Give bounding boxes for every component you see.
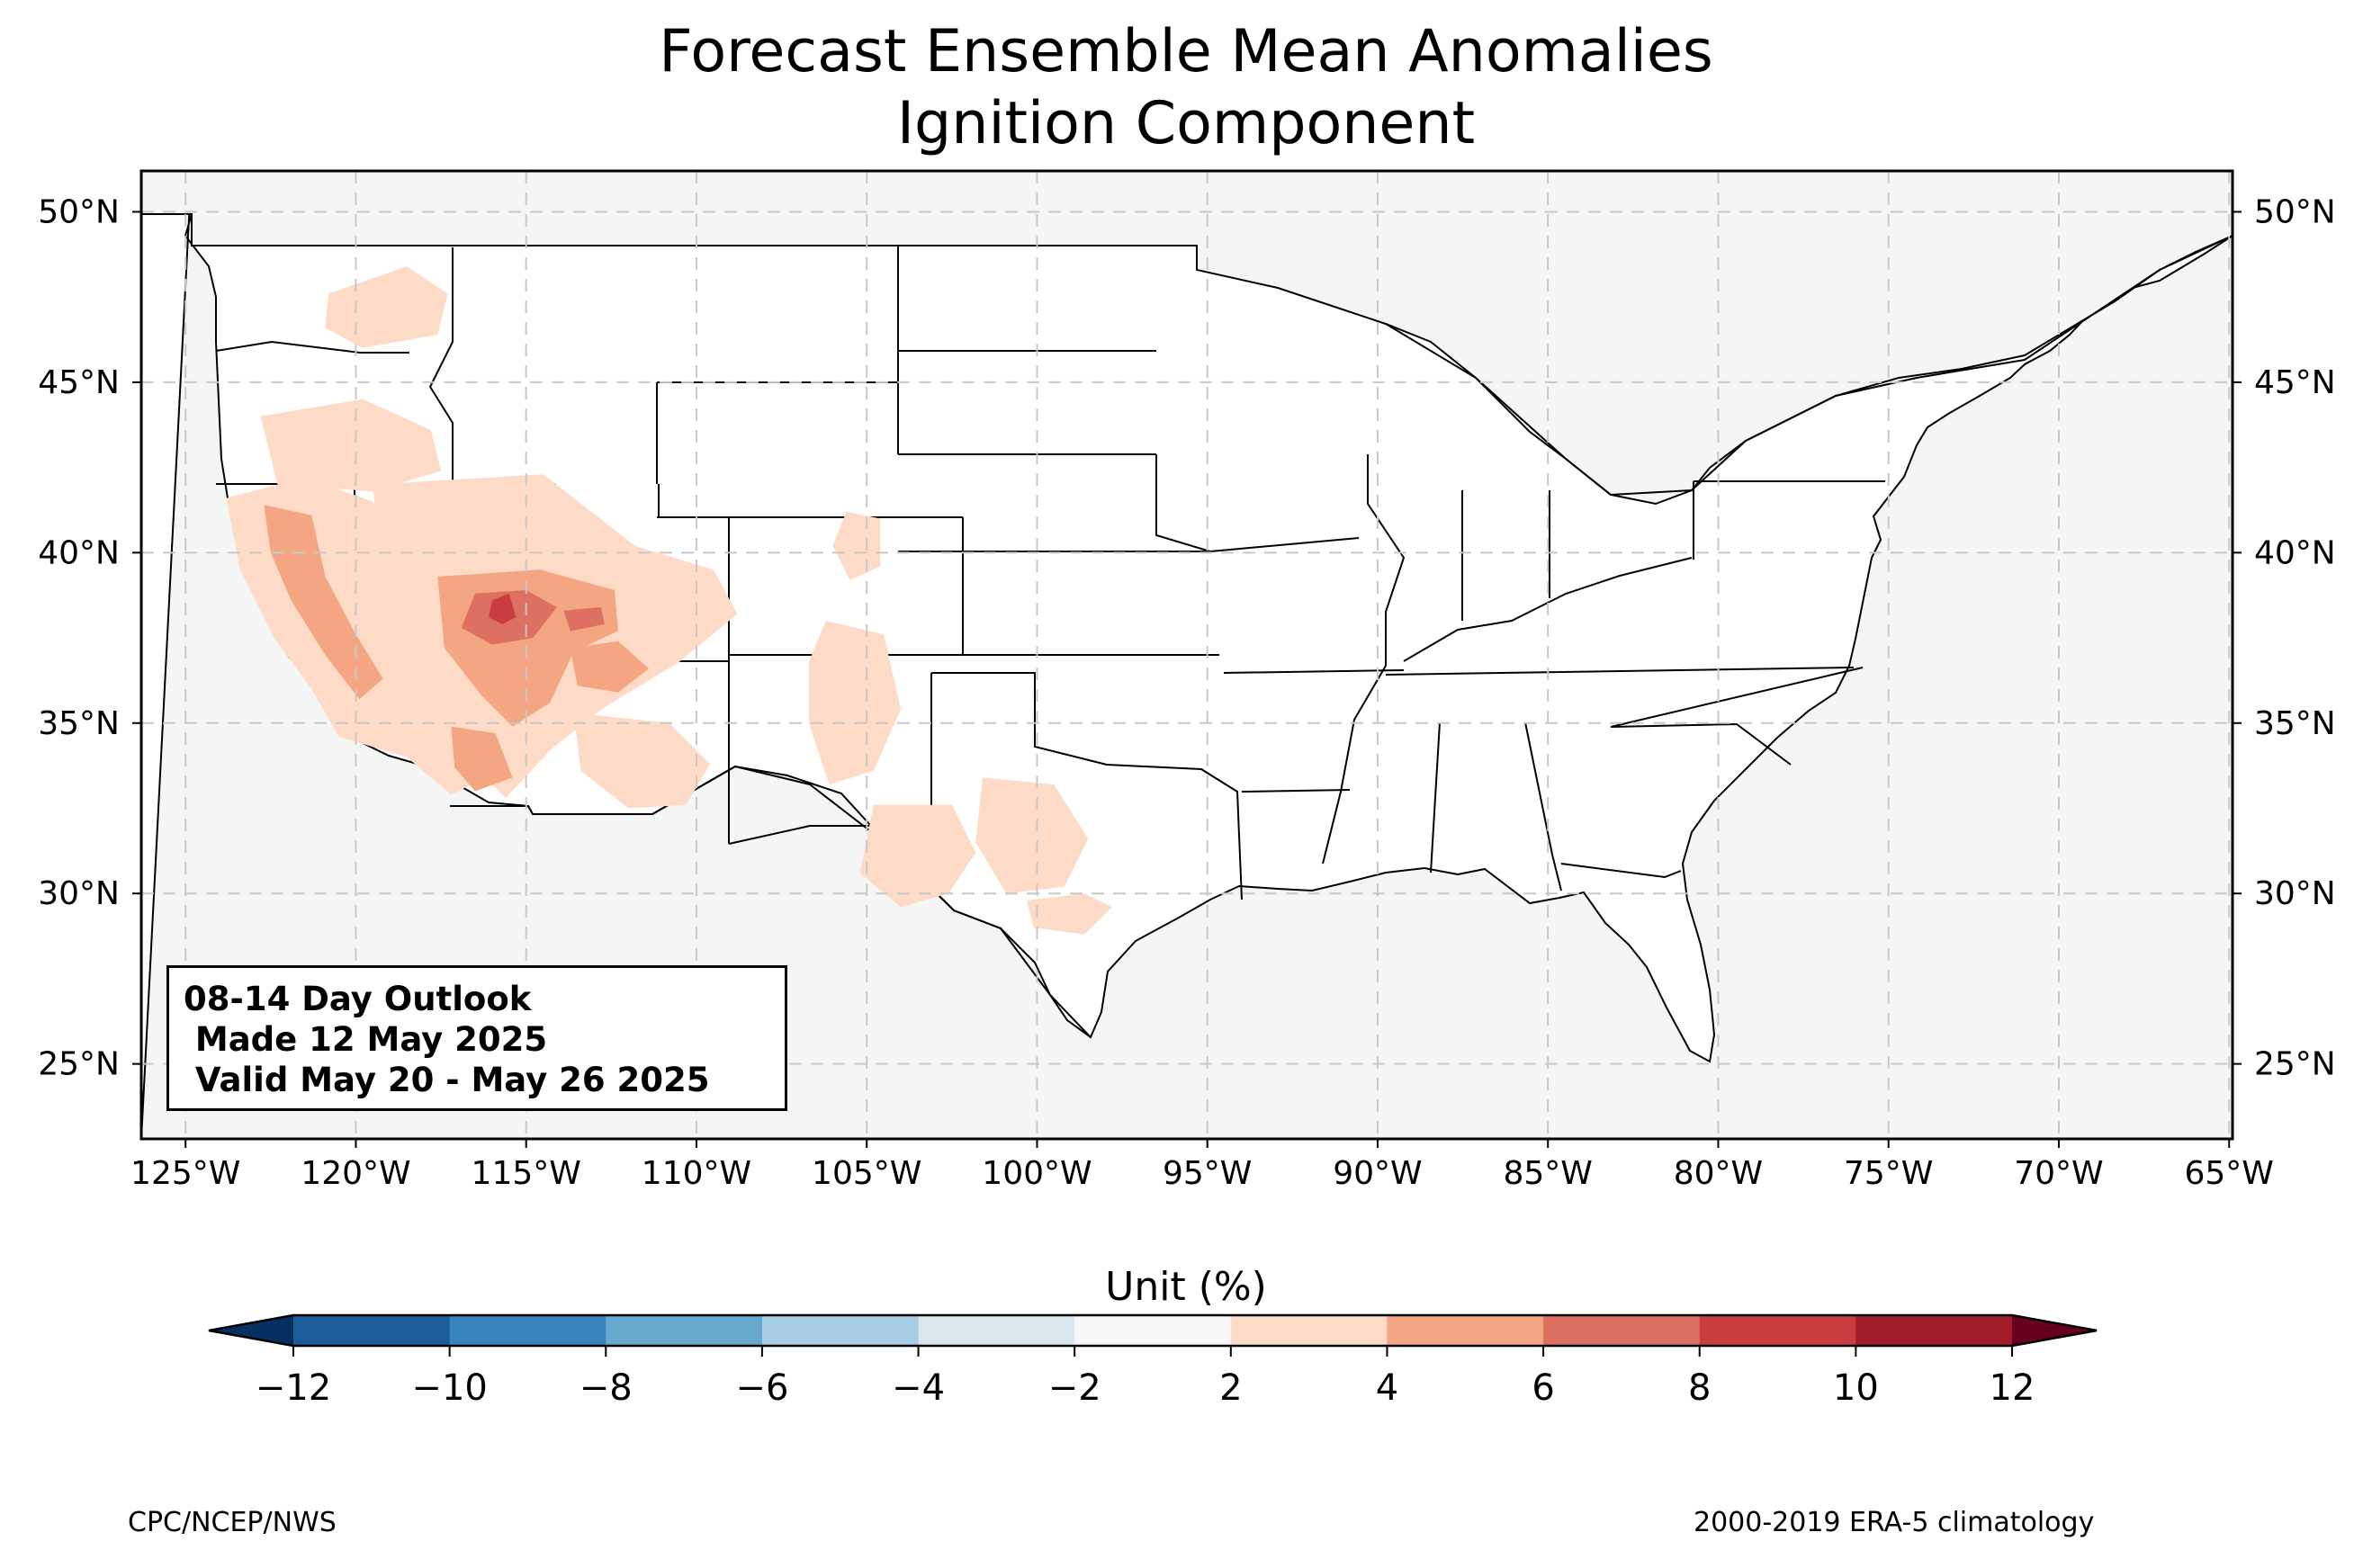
ia-mo-line	[1155, 454, 1360, 553]
colorbar-segment	[606, 1315, 763, 1346]
anomaly-contours	[226, 266, 1112, 935]
lat-tick-label-right: 40°N	[2254, 534, 2336, 571]
colorbar-segment	[293, 1315, 451, 1346]
lon-tick-label: 115°W	[472, 1155, 581, 1192]
colorbar-tick-label: 12	[1990, 1367, 2035, 1409]
colorbar-tick-label: −2	[1048, 1367, 1101, 1409]
credit-agency: CPC/NCEP/NWS	[128, 1507, 337, 1538]
al-ga-line	[1524, 721, 1562, 892]
ms-al-line	[1430, 721, 1441, 874]
anomaly-region-12	[451, 726, 513, 792]
lat-tick-label-right: 25°N	[2254, 1046, 2336, 1083]
lat-tick-label-left: 40°N	[38, 534, 120, 571]
anomaly-region-8	[1027, 893, 1112, 935]
anomaly-region-6	[859, 804, 976, 908]
lon-tick-label: 65°W	[2185, 1155, 2274, 1192]
chart-title: Forecast Ensemble Mean Anomalies	[659, 18, 1713, 85]
colorbar-segment	[1699, 1315, 1856, 1346]
colorbar-tick-label: 6	[1532, 1367, 1554, 1409]
colorbar-segment	[449, 1315, 606, 1346]
lon-tick-label: 110°W	[642, 1155, 751, 1192]
tx-panhandle	[931, 672, 1243, 900]
lat-tick-label-right: 50°N	[2254, 193, 2336, 230]
colorbar-tick-label: 4	[1376, 1367, 1398, 1409]
colorbar-tick-label: −6	[735, 1367, 788, 1409]
colorbar-tick-label: 2	[1219, 1367, 1242, 1409]
colorbar-segments	[293, 1315, 2013, 1346]
colorbar-segment	[918, 1315, 1075, 1346]
colorbar-segment	[1855, 1315, 2013, 1346]
lon-tick-label: 95°W	[1163, 1155, 1252, 1192]
colorbar-extend-high	[2012, 1315, 2097, 1346]
colorbar-segment	[1543, 1315, 1701, 1346]
lon-tick-label: 125°W	[130, 1155, 240, 1192]
colorbar-segment	[1230, 1315, 1388, 1346]
lat-tick-label-left: 50°N	[38, 193, 120, 230]
anomaly-region-4	[573, 712, 711, 809]
id-west-border	[428, 247, 454, 484]
anomaly-region-9	[832, 511, 881, 580]
colorbar-segment	[1387, 1315, 1544, 1346]
anomaly-region-5	[808, 621, 902, 784]
nc-va-line	[1610, 667, 1864, 728]
tn-ky-line	[1385, 667, 1855, 676]
colorbar: −12 −10 −8 −6 −4 −2 2 4 6 8 10 12	[208, 1313, 2098, 1409]
anomaly-region-15	[563, 607, 605, 632]
colorbar-tick-label: −12	[256, 1367, 331, 1409]
lon-tick-label: 80°W	[1674, 1155, 1763, 1192]
lon-tick-label: 105°W	[812, 1155, 921, 1192]
axis-ticks: 125°W 120°W 115°W 110°W 105°W 100°W 95°W 90°W 85…	[38, 193, 2336, 1192]
map-content	[141, 171, 2233, 1139]
outlook-valid-range: Valid May 20 - May 26 2025	[184, 1061, 710, 1099]
lon-tick-label: 75°W	[1844, 1155, 1933, 1192]
colorbar-tick-label: 10	[1833, 1367, 1879, 1409]
outlook-info-box: 08-14 Day Outlook Made 12 May 2025 Valid…	[166, 965, 787, 1111]
outlook-period: 08-14 Day Outlook	[184, 980, 532, 1018]
ar-la-line	[1241, 789, 1351, 793]
lon-tick-label: 120°W	[301, 1155, 410, 1192]
colorbar-tick-label: 8	[1688, 1367, 1711, 1409]
lon-tick-label: 100°W	[982, 1155, 1092, 1192]
colorbar-tick-label: −10	[411, 1367, 487, 1409]
lat-tick-label-right: 35°N	[2254, 705, 2336, 742]
mexico-border	[450, 765, 1092, 1038]
lat-tick-label-right: 45°N	[2254, 364, 2336, 401]
nc-sc-line	[1610, 722, 1792, 766]
chart-subtitle: Ignition Component	[896, 90, 1476, 157]
colorbar-segment	[761, 1315, 920, 1346]
lat-tick-label-right: 30°N	[2254, 875, 2336, 912]
anomaly-region-13	[570, 641, 649, 693]
lat-tick-label-left: 30°N	[38, 875, 120, 912]
map-area: 125°W 120°W 115°W 110°W 105°W 100°W 95°W 90°W 85…	[38, 169, 2336, 1192]
colorbar-extend-low	[209, 1315, 293, 1346]
mo-ar-line	[1223, 669, 1405, 674]
co-east	[898, 517, 1210, 655]
lon-tick-label: 85°W	[1504, 1155, 1593, 1192]
anomaly-region-16	[489, 593, 517, 624]
colorbar-label: Unit (%)	[1105, 1264, 1267, 1310]
map-frame	[139, 169, 2234, 1141]
wa-or-border	[215, 340, 409, 354]
colorbar-ticks: −12 −10 −8 −6 −4 −2 2 4 6 8 10 12	[256, 1346, 2035, 1409]
anomaly-region-7	[975, 777, 1089, 894]
outlook-made-date: Made 12 May 2025	[184, 1020, 548, 1059]
ga-fl-line	[1560, 863, 1682, 879]
lon-tick-label: 90°W	[1333, 1155, 1422, 1192]
anomaly-region-2	[260, 399, 442, 492]
colorbar-tick-label: −8	[580, 1367, 633, 1409]
credit-climatology: 2000-2019 ERA-5 climatology	[1694, 1507, 2095, 1538]
lat-tick-label-left: 25°N	[38, 1046, 120, 1083]
colorbar-tick-label: −4	[892, 1367, 945, 1409]
colorbar-segment	[1074, 1315, 1232, 1346]
lat-tick-label-left: 35°N	[38, 705, 120, 742]
lat-tick-label-left: 45°N	[38, 364, 120, 401]
lon-tick-label: 70°W	[2014, 1155, 2103, 1192]
mississippi-river	[1322, 454, 1406, 865]
oh-river	[1403, 557, 1693, 662]
